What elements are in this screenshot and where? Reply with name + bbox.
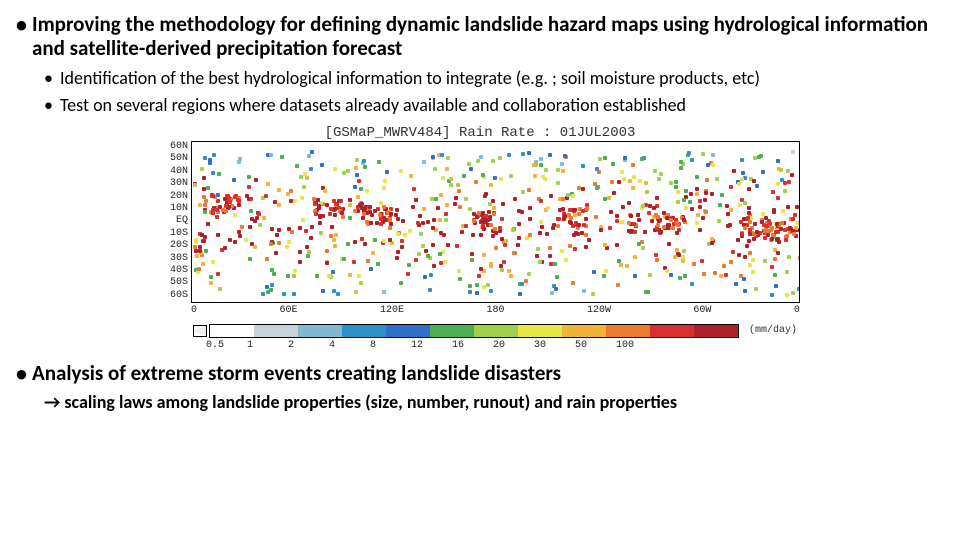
world-rain-map <box>191 141 800 303</box>
rainrate-figure: [GSMaP_MWRV484] Rain Rate : 01JUL2003 60… <box>160 125 800 351</box>
bullet-1: Improving the methodology for defining d… <box>14 12 946 60</box>
bullet-2-arrow-line: → scaling laws among landslide propertie… <box>14 391 946 413</box>
colorbar <box>209 324 739 338</box>
bullet-1-sub-2: Test on several regions where datasets a… <box>14 93 946 117</box>
colorbar-row: (mm/day) <box>160 324 800 338</box>
figure-container: [GSMaP_MWRV484] Rain Rate : 01JUL2003 60… <box>14 125 946 351</box>
colorbar-unit: (mm/day) <box>749 325 797 336</box>
y-axis-labels: 60N50N40N30N20N10NEQ10S20S30S40S50S60S <box>160 141 191 301</box>
bullet-1-sub-1: Identification of the best hydrological … <box>14 66 946 90</box>
colorbar-arrow-icon <box>191 325 207 337</box>
sub-bullet-list: Identification of the best hydrological … <box>14 66 946 117</box>
bullet-2: Analysis of extreme storm events creatin… <box>14 361 946 385</box>
bullet-list: Improving the methodology for defining d… <box>14 12 946 60</box>
colorbar-ticks: 0.512481216203050100 <box>160 338 800 351</box>
rain-data-layer <box>192 142 799 302</box>
x-axis-labels: 060E120E180120W60W0 <box>160 303 800 316</box>
bullet-list-2: Analysis of extreme storm events creatin… <box>14 361 946 385</box>
figure-title: [GSMaP_MWRV484] Rain Rate : 01JUL2003 <box>160 125 800 141</box>
